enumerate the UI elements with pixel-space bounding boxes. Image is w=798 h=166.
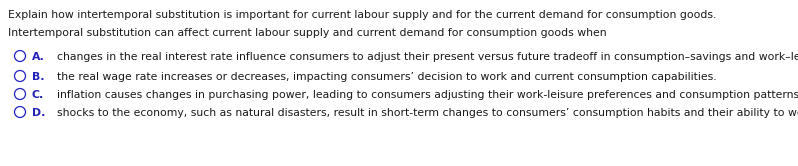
Text: Intertemporal substitution can affect current labour supply and current demand f: Intertemporal substitution can affect cu… <box>8 28 606 38</box>
Text: shocks to the economy, such as natural disasters, result in short-term changes t: shocks to the economy, such as natural d… <box>57 108 798 118</box>
Text: B.: B. <box>32 72 45 82</box>
Text: Explain how intertemporal substitution is important for current labour supply an: Explain how intertemporal substitution i… <box>8 10 717 20</box>
Text: C.: C. <box>32 90 44 100</box>
Text: changes in the real interest rate influence consumers to adjust their present ve: changes in the real interest rate influe… <box>57 52 798 62</box>
Text: the real wage rate increases or decreases, impacting consumers’ decision to work: the real wage rate increases or decrease… <box>57 72 717 82</box>
Text: D.: D. <box>32 108 45 118</box>
Text: inflation causes changes in purchasing power, leading to consumers adjusting the: inflation causes changes in purchasing p… <box>57 90 798 100</box>
Text: A.: A. <box>32 52 45 62</box>
